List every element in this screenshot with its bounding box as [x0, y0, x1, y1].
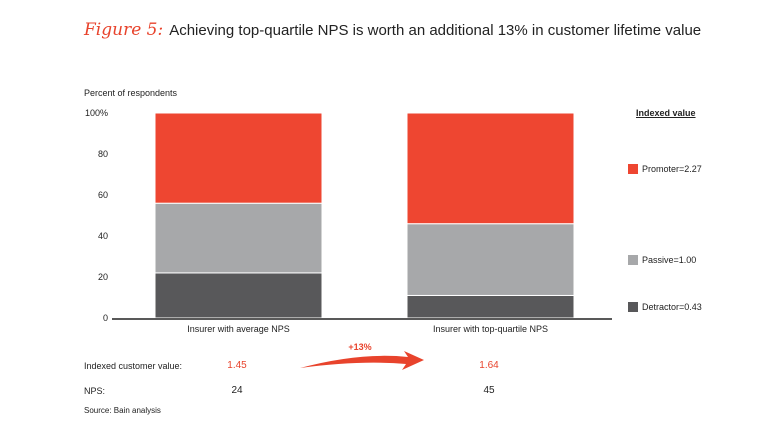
y-tick-label: 80 [98, 149, 108, 159]
indexed-value-label: Indexed customer value: [84, 361, 183, 371]
bar-segment-promoter [154, 112, 323, 204]
legend-promoter: Promoter=2.27 [628, 164, 702, 174]
nps-value-top-quartile: 45 [483, 385, 495, 396]
x-tick-label: Insurer with average NPS [187, 324, 290, 334]
title-text: Achieving top-quartile NPS is worth an a… [169, 22, 702, 39]
source-note: Source: Bain analysis [84, 406, 161, 415]
growth-arrow [300, 351, 424, 370]
y-tick-label: 0 [103, 313, 108, 323]
legend-detractor: Detractor=0.43 [628, 302, 702, 312]
promoter-swatch [628, 164, 638, 174]
y-tick-label: 40 [98, 231, 108, 241]
passive-swatch [628, 255, 638, 265]
chart-title: Figure 5: Achieving top-quartile NPS is w… [84, 20, 701, 40]
bar-segment-detractor [154, 272, 323, 319]
bar-segment-passive [154, 202, 323, 274]
y-tick-label: 20 [98, 272, 108, 282]
detractor-swatch [628, 302, 638, 312]
legend-passive: Passive=1.00 [628, 255, 696, 265]
bar-segment-promoter [406, 112, 575, 225]
figure-label: Figure 5: [84, 20, 164, 40]
legend-passive-label: Passive=1.00 [642, 255, 697, 265]
nps-value-average: 24 [231, 385, 243, 396]
indexed-value-top-quartile: 1.64 [479, 360, 499, 371]
y-axis-label: Percent of respondents [84, 88, 178, 98]
bar-segment-detractor [406, 294, 575, 319]
legend-detractor-label: Detractor=0.43 [642, 302, 702, 312]
legend-promoter-label: Promoter=2.27 [642, 164, 702, 174]
legend-title: Indexed value [636, 108, 696, 118]
bar-segment-passive [406, 223, 575, 296]
growth-arrow-label: +13% [348, 342, 371, 352]
indexed-value-average: 1.45 [227, 360, 247, 371]
y-tick-label: 100% [85, 108, 108, 118]
nps-label: NPS: [84, 386, 106, 396]
x-tick-label: Insurer with top-quartile NPS [433, 324, 548, 334]
y-tick-label: 60 [98, 190, 108, 200]
